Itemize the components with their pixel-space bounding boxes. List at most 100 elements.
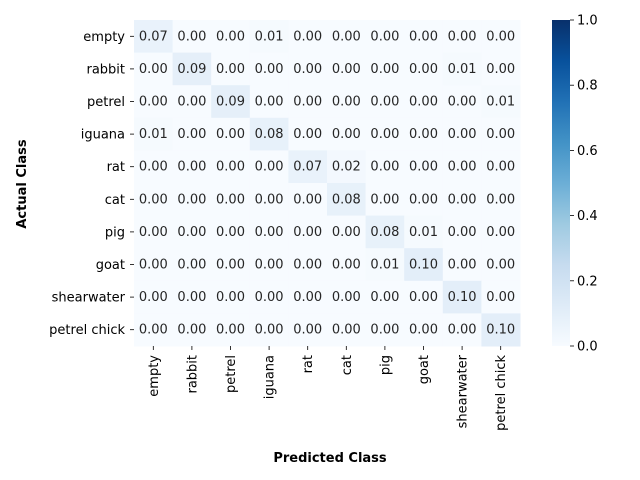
cell-value-label: 0.00 — [293, 127, 322, 142]
y-tick-label: petrel chick — [49, 323, 125, 338]
heatmap-cell — [327, 280, 367, 314]
cell-value-label: 0.00 — [486, 127, 515, 142]
cell-value-label: 0.00 — [216, 62, 245, 77]
heatmap-cell — [288, 280, 328, 314]
heatmap-cell — [249, 248, 289, 282]
cell-value-label: 0.00 — [332, 323, 361, 338]
cell-value-label: 0.00 — [177, 95, 206, 110]
cell-value-label: 0.00 — [409, 29, 438, 44]
heatmap-cell — [442, 183, 482, 217]
cell-value-label: 0.00 — [370, 62, 399, 77]
cell-value-label: 0.00 — [216, 323, 245, 338]
heatmap-cell — [172, 117, 212, 151]
heatmap-cell — [327, 183, 367, 217]
y-tick-labels: empty rabbit petrel iguana rat cat pig goat shea… — [49, 30, 134, 338]
heatmap-cell — [288, 150, 328, 184]
colorbar-tick-label: 0.4 — [577, 209, 598, 224]
cell-value-label: 0.00 — [486, 160, 515, 175]
cell-value-label: 0.00 — [293, 62, 322, 77]
heatmap-cell — [404, 183, 444, 217]
heatmap-cell — [365, 20, 405, 54]
heatmap-cell — [211, 85, 251, 119]
cell-value-label: 0.00 — [177, 192, 206, 207]
cell-value-label: 0.01 — [409, 225, 438, 240]
cell-value-label: 0.00 — [139, 258, 168, 273]
cell-value-label: 0.00 — [486, 62, 515, 77]
cell-value-label: 0.00 — [216, 290, 245, 305]
cell-value-label: 0.00 — [293, 192, 322, 207]
heatmap-cell — [481, 248, 521, 282]
cell-value-label: 0.08 — [255, 127, 284, 142]
cell-value-label: 0.00 — [409, 127, 438, 142]
cell-value-label: 0.00 — [332, 225, 361, 240]
heatmap-cell — [172, 248, 212, 282]
colorbar: 0.0 0.2 0.4 0.6 0.8 1.0 — [552, 14, 598, 355]
heatmap-cell — [211, 52, 251, 86]
heatmap-cell — [404, 85, 444, 119]
cell-value-label: 0.00 — [255, 323, 284, 338]
cell-value-label: 0.00 — [177, 225, 206, 240]
cell-value-label: 0.07 — [293, 160, 322, 175]
heatmap-cell — [249, 52, 289, 86]
heatmap-cell — [327, 215, 367, 249]
cell-value-label: 0.00 — [448, 127, 477, 142]
colorbar-tick-label: 0.8 — [577, 79, 598, 94]
cell-value-label: 0.00 — [139, 225, 168, 240]
cell-value-label: 0.00 — [332, 258, 361, 273]
x-tick-label: iguana — [263, 355, 278, 399]
cell-value-label: 0.00 — [332, 62, 361, 77]
heatmap-cell — [211, 150, 251, 184]
cell-value-label: 0.00 — [332, 95, 361, 110]
heatmap-cell — [249, 117, 289, 151]
heatmap-cell — [134, 150, 174, 184]
colorbar-tick-label: 0.2 — [577, 274, 598, 289]
cell-value-label: 0.00 — [370, 192, 399, 207]
heatmap-cell — [404, 150, 444, 184]
cell-value-label: 0.00 — [139, 290, 168, 305]
heatmap-cell — [365, 313, 405, 347]
heatmap-cell — [249, 313, 289, 347]
y-tick-label: rat — [107, 160, 125, 175]
heatmap-cell — [211, 280, 251, 314]
heatmap-cell — [442, 215, 482, 249]
y-tick-label: pig — [105, 225, 125, 240]
heatmap-cell — [211, 248, 251, 282]
cell-value-label: 0.00 — [255, 192, 284, 207]
cell-value-label: 0.00 — [486, 29, 515, 44]
cell-value-label: 0.00 — [177, 258, 206, 273]
heatmap-cell — [327, 117, 367, 151]
cell-value-label: 0.00 — [293, 258, 322, 273]
cell-value-label: 0.00 — [370, 95, 399, 110]
colorbar-tick-label: 0.6 — [577, 144, 598, 159]
cell-value-label: 0.02 — [332, 160, 361, 175]
heatmap-cell — [172, 150, 212, 184]
cell-value-label: 0.00 — [293, 29, 322, 44]
cell-value-label: 0.09 — [177, 62, 206, 77]
heatmap-cell — [481, 183, 521, 217]
heatmap-cell — [442, 248, 482, 282]
heatmap-cell — [404, 20, 444, 54]
cell-value-label: 0.00 — [409, 160, 438, 175]
cell-value-label: 0.09 — [216, 95, 245, 110]
heatmap-cell — [442, 52, 482, 86]
cell-value-label: 0.00 — [255, 225, 284, 240]
heatmap-cell — [288, 52, 328, 86]
cell-value-label: 0.00 — [409, 95, 438, 110]
x-tick-label: cat — [340, 355, 355, 375]
cell-value-label: 0.00 — [409, 323, 438, 338]
y-tick-label: iguana — [81, 128, 125, 143]
heatmap-cell — [481, 150, 521, 184]
heatmap-cell — [211, 215, 251, 249]
cell-value-label: 0.00 — [255, 258, 284, 273]
cell-value-label: 0.01 — [370, 258, 399, 273]
heatmap-cell — [288, 117, 328, 151]
heatmap-cell — [134, 183, 174, 217]
x-tick-label: shearwater — [456, 354, 471, 428]
heatmap-cell — [172, 52, 212, 86]
heatmap-cell — [327, 20, 367, 54]
x-tick-label: pig — [378, 355, 393, 375]
heatmap-cell — [442, 85, 482, 119]
cell-value-label: 0.00 — [139, 192, 168, 207]
cell-value-label: 0.00 — [293, 323, 322, 338]
heatmap-cell — [404, 52, 444, 86]
